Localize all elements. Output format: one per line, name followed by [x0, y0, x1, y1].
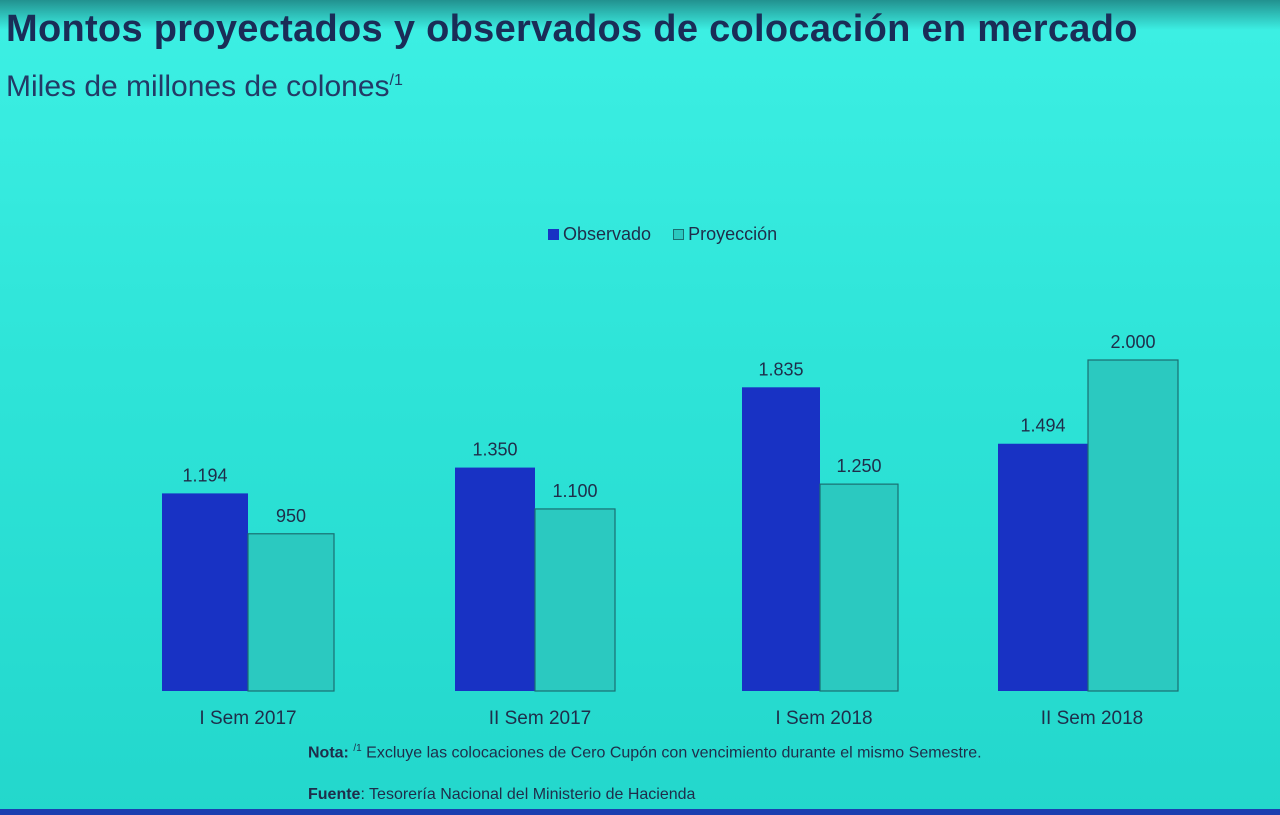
- bottom-bar: [0, 809, 1280, 815]
- source-label: Fuente: [308, 786, 361, 803]
- category-label-3: II Sem 2018: [1041, 708, 1143, 729]
- legend-label-proyeccion: Proyección: [688, 224, 778, 244]
- subtitle-text: Miles de millones de colones: [6, 70, 390, 103]
- source-text: : Tesorería Nacional del Ministerio de H…: [360, 786, 696, 803]
- legend-label-observado: Observado: [563, 224, 652, 244]
- bar-observado-2: [742, 387, 820, 691]
- data-label-proyeccion-3: 2.000: [1110, 332, 1155, 352]
- bar-observado-3: [998, 443, 1088, 691]
- category-label-2: I Sem 2018: [775, 708, 872, 729]
- note-text: Excluye las colocaciones de Cero Cupón c…: [366, 744, 982, 762]
- bar-chart: 1.194 950 I Sem 2017 1.350 1.100 II Sem 2017 1…: [162, 332, 1179, 729]
- data-label-observado-0: 1.194: [182, 465, 227, 485]
- bar-proyeccion-0: [247, 533, 335, 692]
- legend-item-proyeccion: Proyección: [673, 224, 777, 245]
- top-shadow: [0, 0, 1280, 30]
- data-label-proyeccion-0: 950: [276, 506, 306, 526]
- legend-item-observado: Observado: [548, 224, 651, 245]
- chart-source: Fuente: Tesorería Nacional del Ministeri…: [308, 786, 695, 804]
- data-label-proyeccion-2: 1.250: [836, 456, 881, 476]
- data-label-observado-2: 1.835: [758, 359, 803, 379]
- data-label-observado-3: 1.494: [1020, 416, 1065, 436]
- note-marker: /1: [353, 743, 362, 754]
- chart-title: Montos proyectados y observados de coloc…: [6, 8, 1138, 50]
- data-label-observado-1: 1.350: [472, 440, 517, 460]
- category-label-1: II Sem 2017: [489, 708, 591, 729]
- subtitle-footnote: /1: [389, 72, 403, 89]
- bar-observado-0: [162, 493, 248, 691]
- bar-proyeccion-2: [819, 483, 899, 692]
- chart-legend: Observado Proyección: [548, 224, 777, 245]
- data-label-proyeccion-1: 1.100: [552, 481, 597, 501]
- note-label: Nota:: [308, 744, 349, 762]
- legend-swatch-proyeccion: [673, 229, 685, 240]
- chart-note: Nota: /1 Excluye las colocaciones de Cer…: [308, 743, 982, 762]
- legend-swatch-observado: [548, 229, 559, 240]
- category-label-0: I Sem 2017: [199, 708, 296, 729]
- chart-subtitle: Miles de millones de colones/1: [6, 70, 403, 104]
- bar-observado-1: [455, 467, 535, 691]
- bar-proyeccion-3: [1087, 359, 1179, 692]
- bar-proyeccion-1: [534, 508, 616, 692]
